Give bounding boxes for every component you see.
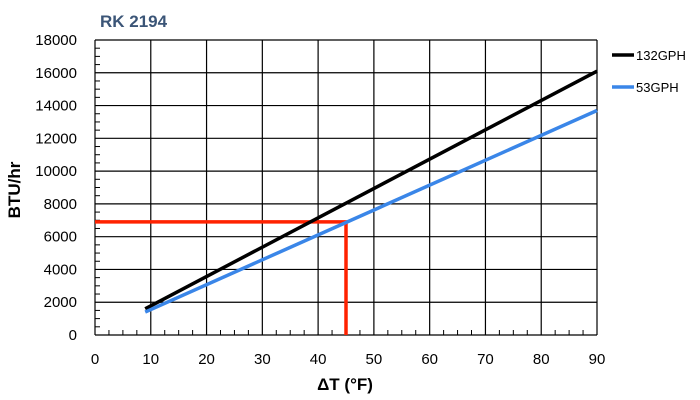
y-tick-label: 4000: [44, 261, 77, 278]
x-tick-label: 50: [366, 351, 383, 368]
x-tick-label: 70: [477, 351, 494, 368]
y-tick-label: 12000: [35, 130, 77, 147]
y-tick-label: 6000: [44, 229, 77, 246]
series-line-53GPH: [144, 108, 598, 314]
x-tick-label: 40: [310, 351, 327, 368]
y-tick-label: 2000: [44, 294, 77, 311]
x-tick-label: 80: [533, 351, 550, 368]
x-tick-labels: 0 10 20 30 40 50 60 70 80 90: [91, 351, 606, 368]
x-axis-label: ΔT (°F): [317, 375, 373, 394]
y-tick-label: 10000: [35, 163, 77, 180]
chart-title: RK 2194: [100, 12, 168, 31]
legend-label-132GPH: 132GPH: [636, 48, 686, 63]
legend-label-53GPH: 53GPH: [636, 80, 679, 95]
y-tick-labels: 0 2000 4000 6000 8000 10000 12000 14000 16000 180…: [35, 32, 77, 344]
x-tick-label: 60: [421, 351, 438, 368]
y-tick-label: 18000: [35, 32, 77, 49]
y-tick-label: 0: [69, 327, 77, 344]
x-tick-label: 30: [254, 351, 271, 368]
x-tick-label: 20: [198, 351, 215, 368]
x-tick-label: 90: [589, 351, 606, 368]
y-tick-label: 16000: [35, 65, 77, 82]
series-lines: [144, 69, 598, 314]
y-tick-label: 14000: [35, 98, 77, 115]
series-line-132GPH: [144, 69, 598, 311]
x-tick-label: 0: [91, 351, 99, 368]
y-axis-label: BTU/hr: [5, 161, 24, 218]
y-tick-label: 8000: [44, 196, 77, 213]
minor-ticks: [95, 47, 584, 335]
x-tick-label: 10: [142, 351, 159, 368]
legend: 132GPH 53GPH: [612, 48, 686, 95]
